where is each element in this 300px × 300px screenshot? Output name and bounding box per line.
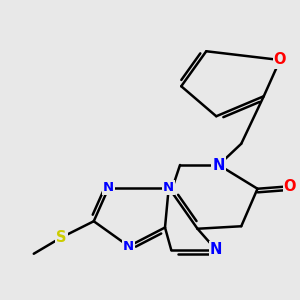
- Text: N: N: [213, 158, 225, 172]
- Text: N: N: [163, 181, 174, 194]
- Text: O: O: [274, 52, 286, 68]
- Text: N: N: [210, 242, 222, 257]
- Text: N: N: [123, 240, 134, 253]
- Text: S: S: [56, 230, 67, 245]
- Text: N: N: [103, 181, 114, 194]
- Text: O: O: [284, 179, 296, 194]
